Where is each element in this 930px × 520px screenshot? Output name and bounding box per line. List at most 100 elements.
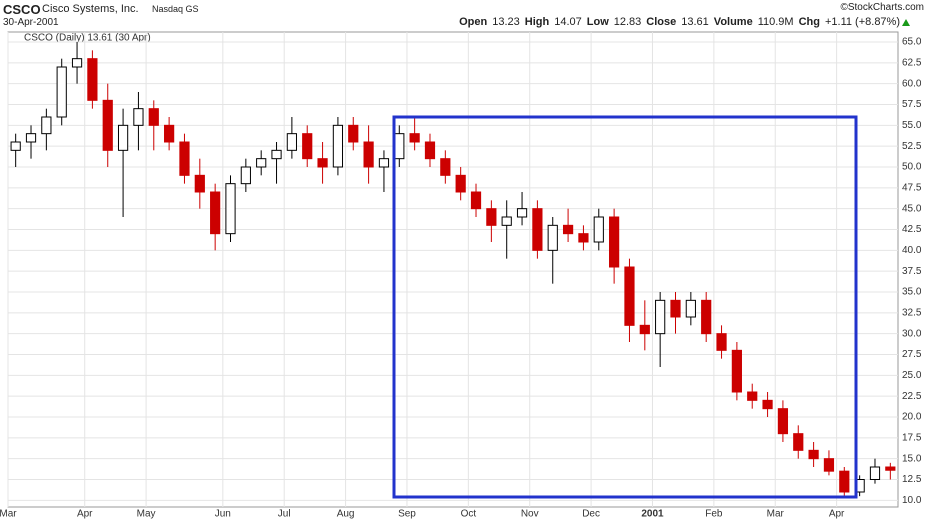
x-tick-label: May bbox=[137, 509, 156, 520]
candle-body bbox=[271, 149, 282, 160]
candle-body bbox=[164, 124, 175, 143]
candle-body bbox=[179, 141, 190, 176]
candle-body bbox=[394, 133, 405, 160]
candle-body bbox=[685, 299, 696, 318]
candle-body bbox=[624, 266, 635, 326]
y-tick-label: 35.0 bbox=[902, 287, 922, 298]
x-tick-label: 2001 bbox=[641, 509, 664, 520]
quote-label: Chg bbox=[798, 16, 820, 28]
quote-label: Open bbox=[459, 16, 488, 28]
candle-body bbox=[317, 158, 328, 168]
candle-body bbox=[440, 158, 451, 176]
quote-label: Low bbox=[586, 16, 609, 28]
candle-body bbox=[655, 299, 666, 335]
y-tick-label: 52.5 bbox=[902, 141, 922, 152]
x-tick-label: Jul bbox=[278, 509, 291, 520]
candle-body bbox=[578, 233, 589, 243]
symbol: CSCO bbox=[3, 2, 41, 17]
candle-body bbox=[562, 224, 574, 235]
candle-body bbox=[378, 158, 390, 168]
y-tick-label: 65.0 bbox=[902, 37, 922, 48]
candle-body bbox=[240, 166, 251, 185]
quote: Open 13.23 High 14.07 Low 12.83 Close 13.61 Volu… bbox=[459, 16, 900, 28]
candle-body bbox=[332, 124, 344, 168]
candle-body bbox=[777, 408, 789, 435]
candle-body bbox=[133, 108, 144, 126]
quote-label: Volume bbox=[713, 16, 753, 28]
candle-body bbox=[348, 124, 359, 143]
y-tick-label: 12.5 bbox=[902, 474, 922, 485]
candle-body bbox=[823, 458, 835, 472]
y-tick-label: 55.0 bbox=[902, 120, 922, 131]
exchange: Nasdaq GS bbox=[152, 4, 199, 14]
candle-body bbox=[424, 141, 436, 160]
y-tick-label: 22.5 bbox=[902, 391, 922, 402]
candle-body bbox=[885, 466, 896, 471]
x-tick-label: Mar bbox=[0, 509, 17, 520]
candle-body bbox=[639, 324, 650, 335]
x-tick-label: Mar bbox=[767, 509, 785, 520]
y-tick-label: 20.0 bbox=[902, 412, 922, 423]
candle-body bbox=[747, 391, 758, 401]
y-tick-label: 57.5 bbox=[902, 99, 922, 110]
quote-value: 14.07 bbox=[554, 16, 582, 28]
quote-label: High bbox=[524, 16, 550, 28]
y-tick-label: 40.0 bbox=[902, 245, 922, 256]
quote-value: 110.9M bbox=[757, 16, 794, 28]
candle-body bbox=[25, 133, 37, 143]
legend: CSCO (Daily) 13.61 (30 Apr) bbox=[24, 33, 151, 44]
candle-body bbox=[117, 124, 129, 151]
y-tick-label: 10.0 bbox=[902, 495, 922, 506]
quote-value: 13.23 bbox=[492, 16, 520, 28]
x-tick-label: Apr bbox=[77, 509, 93, 520]
candle-body bbox=[501, 216, 512, 226]
date: 30-Apr-2001 bbox=[3, 17, 59, 28]
candle-body bbox=[670, 299, 681, 318]
candle-body bbox=[363, 141, 374, 168]
y-tick-label: 60.0 bbox=[902, 78, 922, 89]
source: ©StockCharts.com bbox=[840, 2, 924, 13]
candle-body bbox=[532, 208, 543, 251]
y-tick-label: 50.0 bbox=[902, 162, 922, 173]
y-tick-label: 30.0 bbox=[902, 328, 922, 339]
candle-body bbox=[793, 433, 804, 451]
candle-body bbox=[71, 58, 83, 68]
y-tick-label: 25.0 bbox=[902, 370, 922, 381]
highlight-box bbox=[392, 115, 858, 499]
candle-body bbox=[762, 399, 773, 410]
y-tick-label: 32.5 bbox=[902, 307, 922, 318]
y-tick-label: 15.0 bbox=[902, 453, 922, 464]
candle-body bbox=[56, 66, 67, 118]
candle-body bbox=[41, 116, 52, 135]
candle-body bbox=[869, 466, 881, 480]
y-tick-label: 62.5 bbox=[902, 57, 922, 68]
x-tick-label: Feb bbox=[705, 509, 723, 520]
x-tick-label: Aug bbox=[337, 509, 355, 520]
quote-value: 13.61 bbox=[681, 16, 709, 28]
candle-body bbox=[516, 208, 528, 218]
candle-body bbox=[455, 174, 466, 193]
y-tick-label: 17.5 bbox=[902, 432, 922, 443]
candle-body bbox=[10, 141, 21, 151]
x-tick-label: Sep bbox=[398, 509, 416, 520]
candle-body bbox=[210, 191, 221, 235]
candle-body bbox=[839, 470, 850, 493]
quote-value: 12.83 bbox=[613, 16, 642, 28]
x-tick-label: Dec bbox=[582, 509, 600, 520]
x-tick-label: Nov bbox=[521, 509, 539, 520]
candle-body bbox=[302, 133, 313, 160]
header: CSCO Cisco Systems, Inc. Nasdaq GS 30-Ap… bbox=[0, 0, 930, 30]
y-tick-label: 27.5 bbox=[902, 349, 922, 360]
candle-body bbox=[194, 174, 205, 193]
candle-body bbox=[486, 208, 497, 226]
candle-body bbox=[547, 224, 558, 251]
candle-body bbox=[716, 333, 727, 351]
candle-body bbox=[409, 133, 420, 143]
x-tick-label: Oct bbox=[461, 509, 477, 520]
x-tick-label: Apr bbox=[829, 509, 845, 520]
candle-body bbox=[808, 449, 819, 460]
y-tick-label: 47.5 bbox=[902, 182, 922, 193]
candle-body bbox=[286, 133, 297, 151]
